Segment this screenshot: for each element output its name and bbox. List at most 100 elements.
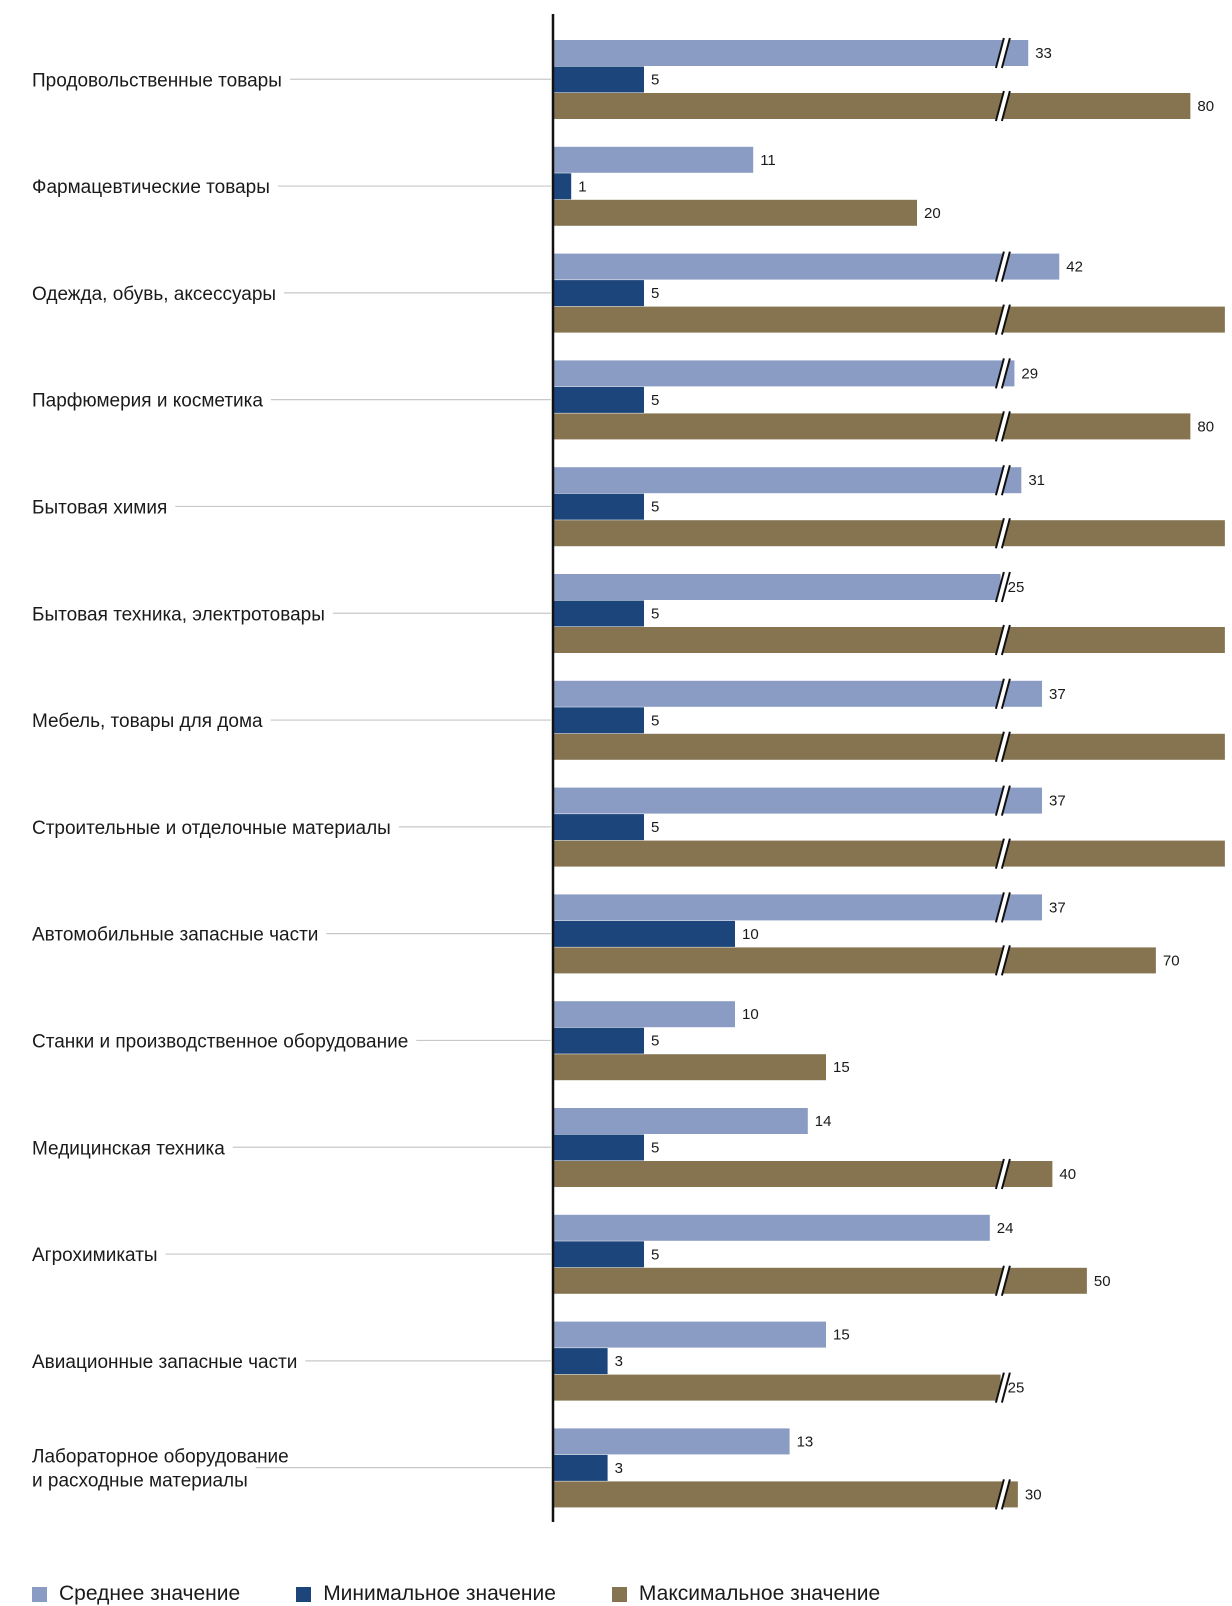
data-label: 1 [578,178,586,195]
bar [553,1108,808,1134]
bar [553,173,571,199]
legend-swatch-minimum [296,1587,311,1602]
bar [553,360,1014,386]
data-label: 25 [1008,579,1025,596]
bar [553,788,1042,814]
data-label: 40 [1059,1166,1076,1183]
data-label: 5 [651,606,659,623]
category-label: Мебель, товары для дома [32,711,263,732]
data-label: 37 [1049,793,1066,810]
bar [553,707,644,733]
data-label: 80 [1197,418,1214,435]
legend-label-maximum: Максимальное значение [639,1582,880,1606]
bar [553,734,1225,760]
bar [553,1322,826,1348]
legend-swatch-maximum [612,1587,627,1602]
category-label: Автомобильные запасные части [32,925,318,946]
data-label: 5 [651,1246,659,1263]
bar [553,574,1001,600]
data-label: 25 [1008,1380,1025,1397]
bar [553,467,1021,493]
category-label: Бытовая техника, электротовары [32,604,325,625]
data-label: 5 [651,1033,659,1050]
data-label: 15 [833,1327,850,1344]
category-label: Строительные и отделочные материалы [32,818,391,839]
bar [553,1348,608,1374]
data-label: 5 [651,285,659,302]
category-label: Авиационные запасные части [32,1352,297,1373]
bar [553,1375,1001,1401]
bar [553,280,644,306]
bar [553,494,644,520]
bar [553,814,644,840]
legend: Среднее значение Минимальное значение Ма… [32,1582,880,1606]
data-label: 80 [1197,98,1214,115]
legend-label-minimum: Минимальное значение [323,1582,556,1606]
data-label: 29 [1021,365,1038,382]
bar [553,601,644,627]
data-label: 5 [651,392,659,409]
bar [553,387,644,413]
bar [553,921,735,947]
data-label: 14 [815,1113,832,1130]
bar [553,1001,735,1027]
data-label: 10 [742,1006,759,1023]
data-label: 5 [651,72,659,89]
bar [553,627,1225,653]
data-label: 5 [651,499,659,516]
legend-item-minimum: Минимальное значение [296,1582,556,1606]
bar [553,200,917,226]
bar [553,1481,1018,1507]
data-label: 37 [1049,686,1066,703]
bar [553,254,1059,280]
data-label: 30 [1025,1486,1042,1503]
data-label: 15 [833,1059,850,1076]
bar [553,307,1225,333]
category-label: Парфюмерия и косметика [32,391,263,412]
legend-item-maximum: Максимальное значение [612,1582,880,1606]
bar [553,947,1156,973]
data-label: 3 [615,1460,623,1477]
data-label: 31 [1028,472,1045,489]
legend-item-average: Среднее значение [32,1582,240,1606]
data-label: 3 [615,1353,623,1370]
category-label: Медицинская техника [32,1138,225,1159]
data-label: 5 [651,712,659,729]
bar [553,1135,644,1161]
bar [553,67,644,93]
bar [553,1054,826,1080]
bars [553,40,1225,1507]
category-label: Станки и производственное оборудование [32,1031,408,1052]
legend-swatch-average [32,1587,47,1602]
bar [553,520,1225,546]
data-label: 37 [1049,899,1066,916]
bar [553,1215,990,1241]
bar [553,147,753,173]
category-label: Одежда, обувь, аксессуары [32,284,276,305]
category-label: Продовольственные товары [32,70,282,91]
category-label: Бытовая химия [32,497,167,518]
data-label: 20 [924,205,941,222]
bar [553,413,1190,439]
data-label: 42 [1066,259,1083,276]
data-label: 33 [1035,45,1052,62]
bar [553,894,1042,920]
bar [553,841,1225,867]
bar [553,40,1028,66]
category-label: Агрохимикаты [32,1245,158,1266]
legend-label-average: Среднее значение [59,1582,240,1606]
category-label: Фармацевтические товары [32,177,270,198]
data-label: 50 [1094,1273,1111,1290]
bar [553,1428,790,1454]
bar [553,681,1042,707]
data-label: 13 [797,1433,814,1450]
bar [553,1028,644,1054]
bar [553,93,1190,119]
data-label: 10 [742,926,759,943]
bar [553,1455,608,1481]
data-label: 11 [760,152,776,169]
data-label: 5 [651,1140,659,1157]
bar-chart: Продовольственные товары33580Фармацевтич… [0,0,1232,1530]
bar [553,1161,1052,1187]
